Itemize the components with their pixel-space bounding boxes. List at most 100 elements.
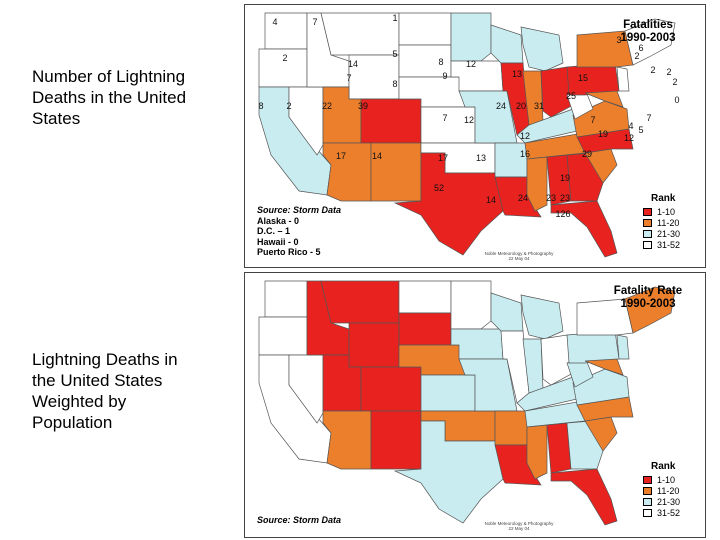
state-MD xyxy=(584,358,624,376)
state-value-label: 7 xyxy=(312,17,317,27)
state-value-label: 2 xyxy=(282,53,287,63)
state-FL xyxy=(550,200,618,258)
state-IA xyxy=(450,60,504,92)
legend-swatch xyxy=(643,207,652,216)
source-line-alaska: Alaska - 0 xyxy=(257,215,300,226)
map-credit: Noble Meteorology & Photography 22 May 0… xyxy=(481,251,557,261)
state-value-label: 14 xyxy=(486,195,496,205)
state-value-label: 25 xyxy=(566,91,576,101)
state-value-label: 7 xyxy=(646,113,651,123)
state-value-label: 12 xyxy=(520,131,530,141)
state-MD xyxy=(584,90,624,108)
credit-line1: Noble Meteorology & Photography xyxy=(484,521,554,526)
state-value-label: 12 xyxy=(464,115,474,125)
state-value-label: 3 xyxy=(616,35,621,45)
state-value-label: 4 xyxy=(272,17,277,27)
state-value-label: 9 xyxy=(442,71,447,81)
state-value-label: 4 xyxy=(628,121,633,131)
state-MT xyxy=(320,280,400,324)
legend-label: 11-20 xyxy=(657,485,680,496)
source-notes: Source: Storm Data xyxy=(257,515,341,526)
map-title-line1: Fatalities xyxy=(623,19,673,31)
state-value-label: 23 xyxy=(546,193,556,203)
state-OH xyxy=(540,334,574,386)
state-PA xyxy=(566,330,620,364)
legend-swatch xyxy=(643,486,652,495)
legend-label: 21-30 xyxy=(657,496,681,507)
state-value-label: 2 xyxy=(666,67,671,77)
source-line-puerto-rico: Puerto Rico - 5 xyxy=(257,247,321,257)
rank-legend: Rank 1-10 11-20 21-30 31-52 xyxy=(643,461,691,518)
rank-legend: Rank 1-10 11-20 21-30 31-52 xyxy=(643,193,691,250)
legend-item: 21-30 xyxy=(643,496,691,507)
state-value-label: 13 xyxy=(512,69,522,79)
source-title: Source: Storm Data xyxy=(257,515,342,525)
caption-lightning-deaths: Number of Lightning Deaths in the United… xyxy=(32,67,187,128)
state-value-label: 24 xyxy=(496,101,506,111)
state-value-label: 29 xyxy=(582,149,592,159)
map-credit: Noble Meteorology & Photography 22 May 0… xyxy=(481,521,557,531)
state-value-label: 126 xyxy=(555,209,570,219)
state-value-label: 14 xyxy=(372,151,382,161)
state-WI xyxy=(490,292,524,332)
state-WY xyxy=(348,322,400,368)
state-SD xyxy=(398,312,452,346)
fatality-rate-map-graphic xyxy=(258,280,676,526)
credit-line1: Noble Meteorology & Photography xyxy=(484,251,554,256)
state-value-label: 39 xyxy=(358,101,368,111)
state-value-label: 2 xyxy=(672,77,677,87)
state-value-label: 20 xyxy=(516,101,526,111)
state-AR xyxy=(494,410,528,446)
legend-item: 21-30 xyxy=(643,228,691,239)
state-ND xyxy=(398,12,452,46)
legend-item: 11-20 xyxy=(643,217,691,228)
legend-swatch xyxy=(643,475,652,484)
map-title-fatality-rate: Fatality Rate 1990-2003 xyxy=(605,285,691,311)
state-NY xyxy=(576,298,634,336)
state-value-label: 12 xyxy=(466,59,476,69)
fatalities-map: 4 7 1 2 5 14 8 12 7 8 9 13 15 6 3 2 2 2 2 0 8 2 22 39 7 12 24 20 31 2… xyxy=(244,4,706,268)
caption-lightning-deaths-per-population: Lightning Deaths in the United States We… xyxy=(32,350,178,432)
state-value-label: 19 xyxy=(598,129,608,139)
source-line-dc: D.C. – 1 xyxy=(257,226,291,236)
state-WA xyxy=(264,12,308,50)
state-CO xyxy=(360,366,422,412)
state-AZ xyxy=(322,142,372,202)
legend-label: 21-30 xyxy=(657,228,681,239)
state-CO xyxy=(360,98,422,144)
state-value-label: 24 xyxy=(518,193,528,203)
legend-swatch xyxy=(643,240,652,249)
state-New-England xyxy=(624,286,676,334)
state-value-label: 17 xyxy=(438,153,448,163)
state-value-label: 8 xyxy=(258,101,263,111)
legend-title: Rank xyxy=(651,193,676,204)
legend-label: 11-20 xyxy=(657,217,680,228)
legend-swatch xyxy=(643,508,652,517)
state-value-label: 8 xyxy=(392,79,397,89)
legend-label: 1-10 xyxy=(657,206,676,217)
state-value-label: 7 xyxy=(590,115,595,125)
state-OH xyxy=(540,66,574,118)
state-value-label: 13 xyxy=(476,153,486,163)
legend-item: 1-10 xyxy=(643,206,691,217)
state-OR xyxy=(258,316,308,356)
state-value-label: 7 xyxy=(442,113,447,123)
map-title-line2: 1990-2003 xyxy=(620,298,676,310)
legend-label: 31-52 xyxy=(657,239,681,250)
state-value-label: 0 xyxy=(674,95,679,105)
state-NY xyxy=(576,30,634,68)
legend-label: 1-10 xyxy=(657,474,676,485)
state-value-label: 31 xyxy=(534,101,544,111)
state-value-label: 17 xyxy=(336,151,346,161)
state-value-label: 5 xyxy=(392,49,397,59)
legend-item: 1-10 xyxy=(643,474,691,485)
credit-line2: 22 May 04 xyxy=(508,256,530,261)
state-AZ xyxy=(322,410,372,470)
state-MI xyxy=(520,294,564,340)
state-MS xyxy=(526,156,548,212)
state-value-label: 52 xyxy=(434,183,444,193)
legend-label: 31-52 xyxy=(657,507,681,518)
state-value-label: 14 xyxy=(348,59,358,69)
